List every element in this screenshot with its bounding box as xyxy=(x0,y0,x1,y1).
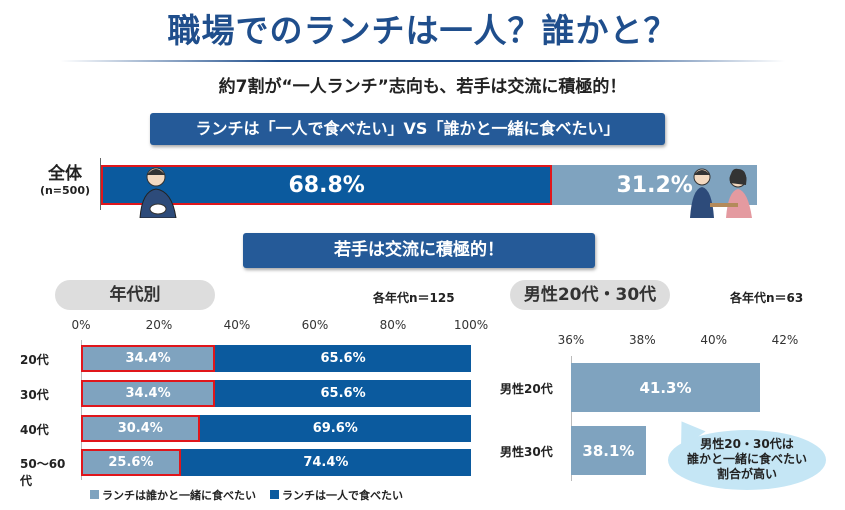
x-tick-label: 40% xyxy=(223,318,251,332)
x-tick-label: 20% xyxy=(145,318,173,332)
section-banner-young: 若手は交流に積極的！ xyxy=(243,233,595,268)
legend-item-alone: ランチは一人で食べたい xyxy=(270,487,403,503)
category-label: 男性30代 xyxy=(500,445,553,459)
bar-together: 34.4% xyxy=(81,380,216,407)
overall-axis xyxy=(100,158,101,210)
callout-line: 誰かと一緒に食べたい xyxy=(686,452,807,466)
bar-together: 31.2% xyxy=(552,165,757,205)
subtitle: 約7割が“一人ランチ”志向も、若手は交流に積極的！ xyxy=(218,77,627,97)
title-divider xyxy=(60,60,785,62)
category-label: 20代 xyxy=(20,353,49,367)
people-eating-together-icon xyxy=(690,168,752,218)
bar-male: 38.1% xyxy=(571,426,646,475)
age-group-heading: 年代別 xyxy=(55,280,215,310)
bar-alone: 68.8% xyxy=(101,165,553,205)
male-heading: 男性20代・30代 xyxy=(510,280,670,310)
bar-together: 30.4% xyxy=(81,415,200,442)
x-tick-label: 42% xyxy=(771,333,799,347)
legend-label: ランチは誰かと一緒に食べたい xyxy=(102,489,256,502)
page-title: 職場でのランチは一人？誰かと？ xyxy=(167,11,678,50)
bar-alone: 74.4% xyxy=(180,449,471,476)
x-tick-label: 0% xyxy=(71,318,91,332)
category-label: 男性20代 xyxy=(500,382,553,396)
category-label: 50～60代 xyxy=(20,457,66,488)
x-tick-label: 100% xyxy=(453,318,489,332)
x-tick-label: 60% xyxy=(301,318,329,332)
y-axis xyxy=(571,356,572,481)
legend-swatch xyxy=(90,490,99,499)
bar-alone: 65.6% xyxy=(215,380,471,407)
bar-alone: 69.6% xyxy=(199,415,471,442)
callout-line: 男性20・30代は xyxy=(700,437,794,451)
overall-category: 全体 xyxy=(48,164,82,184)
overall-n: (n=500) xyxy=(39,184,91,197)
legend-swatch xyxy=(270,490,279,499)
overall-label: 全体 (n=500) xyxy=(30,164,100,198)
age-group-n: 各年代n＝125 xyxy=(373,291,455,305)
legend: ランチは誰かと一緒に食べたい ランチは一人で食べたい xyxy=(90,487,403,503)
bar-alone: 65.6% xyxy=(215,345,471,372)
section-banner-overall: ランチは「一人で食べたい」VS「誰かと一緒に食べたい」 xyxy=(150,113,665,145)
male-n: 各年代n＝63 xyxy=(730,291,804,305)
category-label: 30代 xyxy=(20,388,49,402)
x-tick-label: 36% xyxy=(557,333,585,347)
bar-together: 34.4% xyxy=(81,345,216,372)
person-eating-alone-icon xyxy=(139,167,177,218)
bar-male: 41.3% xyxy=(571,363,761,412)
x-tick-label: 38% xyxy=(628,333,656,347)
category-label: 40代 xyxy=(20,423,49,437)
bar-together: 25.6% xyxy=(81,449,181,476)
legend-item-together: ランチは誰かと一緒に食べたい xyxy=(90,487,256,503)
x-tick-label: 40% xyxy=(700,333,727,347)
x-tick-label: 80% xyxy=(379,318,407,332)
legend-label: ランチは一人で食べたい xyxy=(282,489,403,502)
callout-line: 割合が高い xyxy=(716,467,777,481)
callout-bubble: 男性20・30代は 誰かと一緒に食べたい 割合が高い xyxy=(668,430,826,490)
y-axis xyxy=(81,340,82,480)
